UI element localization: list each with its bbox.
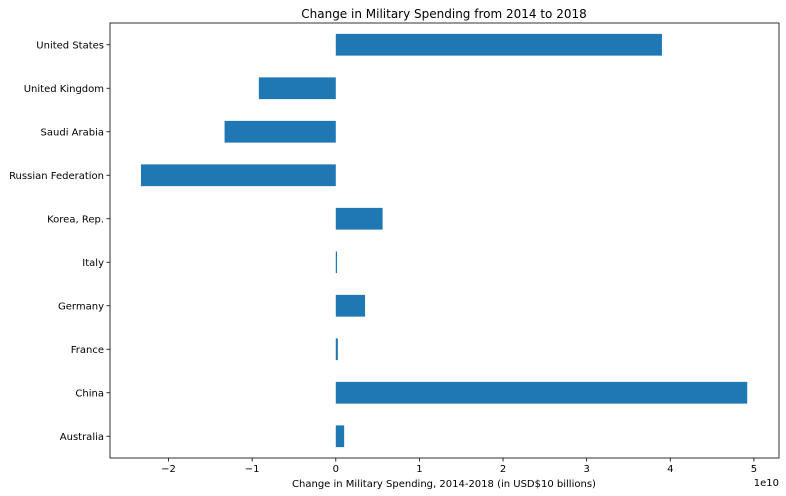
category-labels-group: Australia China France Germany Italy Korea, R… (9, 40, 110, 443)
bar-saudi-arabia (224, 120, 336, 143)
bar-china (335, 381, 748, 404)
x-tick-label: 5 (751, 464, 757, 475)
category-label: Italy (82, 258, 104, 269)
category-label: United Kingdom (24, 84, 104, 95)
bar-australia (335, 425, 345, 448)
bar-united-states (335, 33, 662, 56)
category-label: Saudi Arabia (41, 127, 104, 138)
chart-title: Change in Military Spending from 2014 to… (301, 7, 586, 21)
x-tick-label: 3 (583, 464, 589, 475)
x-offset-text: 1e10 (754, 478, 779, 489)
x-axis-label: Change in Military Spending, 2014-2018 (… (292, 479, 596, 490)
x-tick-label: 2 (500, 464, 506, 475)
bar-germany (335, 294, 366, 317)
category-label: Russian Federation (9, 171, 104, 182)
bar-united-kingdom (258, 77, 336, 100)
category-label: France (71, 345, 104, 356)
bar-korea-rep (335, 207, 383, 230)
bar-russian-federation (140, 164, 336, 187)
bars-group (140, 33, 748, 448)
x-tick-label: 4 (667, 464, 673, 475)
category-label: Korea, Rep. (47, 214, 104, 225)
x-ticks-group: −2 −1 0 1 2 3 4 5 (161, 458, 757, 475)
bar-france (335, 338, 338, 361)
category-label: United States (36, 40, 104, 51)
x-tick-label: 1 (416, 464, 422, 475)
x-tick-label: 0 (333, 464, 339, 475)
category-label: Australia (60, 432, 104, 443)
x-tick-label: −2 (161, 464, 176, 475)
x-tick-label: −1 (245, 464, 260, 475)
plot-frame (109, 22, 780, 459)
category-label: Germany (58, 301, 104, 312)
category-label: China (75, 388, 104, 399)
bar-italy (335, 251, 338, 274)
